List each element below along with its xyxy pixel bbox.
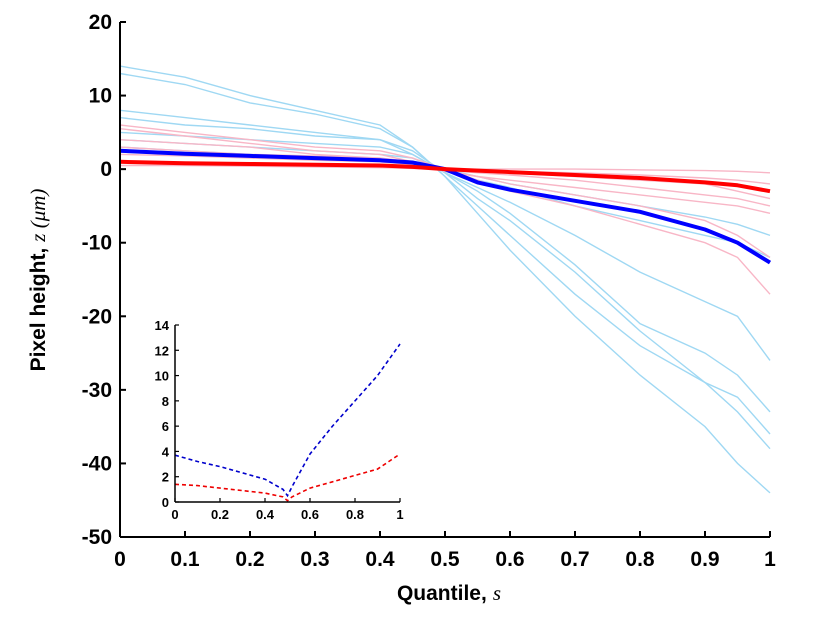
- x-tick-label: 0.3: [300, 548, 329, 571]
- inset-x-tick-label: 1: [396, 507, 403, 522]
- series-blue-sample-4: [119, 116, 771, 413]
- y-axis-label: Pixel height, z (μm): [26, 189, 50, 372]
- x-tick-label: 0.2: [235, 548, 264, 571]
- x-tick-label: 0.6: [495, 548, 524, 571]
- inset-x-tick-label: 0.6: [301, 507, 319, 522]
- y-tick-label: -20: [82, 305, 112, 328]
- inset-series-red-dashed: [174, 453, 401, 502]
- y-tick-label: 10: [89, 85, 112, 108]
- x-tick-label: 1: [764, 548, 776, 571]
- series-blue-sample-2: [119, 72, 771, 450]
- inset-y-tick-label: 6: [162, 419, 169, 434]
- x-axis-label: Quantile, s: [397, 581, 501, 605]
- y-axis-label-text: Pixel height,: [27, 248, 50, 372]
- inset-y-tick-label: 12: [155, 343, 169, 358]
- x-tick-label: 0: [114, 548, 126, 571]
- series-red-sample-2: [119, 128, 771, 258]
- main-mean-lines: [119, 148, 772, 265]
- inset-x-tick-label: 0.4: [256, 507, 275, 522]
- x-tick-label: 0.8: [625, 548, 655, 571]
- inset-y-tick-label: 14: [155, 318, 170, 333]
- series-blue-sample-1: [119, 65, 771, 494]
- series-blue-sample-3: [119, 109, 771, 435]
- x-tick-label: 0.4: [365, 548, 395, 571]
- y-tick-label: -30: [82, 379, 112, 402]
- inset-lines: [174, 343, 401, 502]
- y-tick-label: 0: [100, 158, 112, 181]
- x-axis-label-symbol: s: [493, 581, 501, 605]
- y-tick-label: -10: [82, 232, 112, 255]
- inset-x-tick-label: 0.8: [346, 507, 364, 522]
- main-ticks: 0 0.1 0.2 0.3 0.4 0.5 0.6 0.7 0.8 0.9 1 -50 -40 -30 -2…: [82, 11, 777, 571]
- inset-x-tick-label: 0: [171, 507, 178, 522]
- x-tick-label: 0.9: [690, 548, 719, 571]
- inset-y-tick-label: 10: [155, 369, 169, 384]
- inset-background: [170, 324, 402, 502]
- y-tick-label: -40: [82, 452, 112, 475]
- series-red-mean: [119, 159, 771, 194]
- inset-x-tick-label: 0.2: [211, 507, 229, 522]
- y-tick-label: 20: [89, 11, 112, 34]
- inset-y-tick-label: 8: [162, 394, 169, 409]
- inset-y-tick-label: 0: [162, 495, 169, 510]
- x-tick-label: 0.7: [560, 548, 589, 571]
- x-axis-label-text: Quantile,: [397, 582, 487, 605]
- series-red-sample-3: [119, 139, 771, 214]
- series-red-sample-1: [119, 124, 771, 295]
- y-axis-label-symbol: z (μm): [26, 189, 50, 243]
- x-tick-label: 0.5: [430, 548, 460, 571]
- inset-y-tick-label: 4: [162, 444, 170, 459]
- y-tick-label: -50: [82, 526, 112, 549]
- x-tick-label: 0.1: [170, 548, 200, 571]
- inset-y-tick-label: 2: [162, 470, 169, 485]
- inset-series-blue-dashed: [174, 343, 401, 498]
- series-blue-mean: [119, 148, 772, 265]
